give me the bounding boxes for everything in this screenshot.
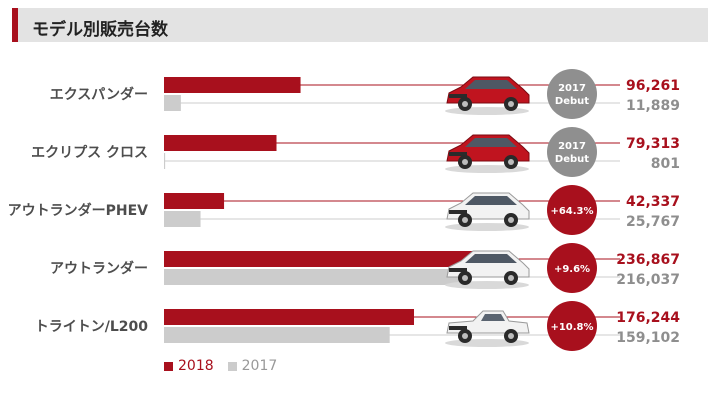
legend: 2018 2017 [164,358,277,374]
change-badge [547,185,597,235]
legend-label-2018: 2018 [178,358,214,374]
value-label-2018: 79,313 [626,136,680,152]
category-label: エクリプス クロス [31,145,148,161]
bar-2017 [164,327,390,343]
car-hub-front [462,101,468,107]
bar-2018 [164,135,277,151]
bar-2017 [164,269,471,285]
car-grille [449,326,467,330]
badge-label: Debut [555,154,589,165]
value-label-2018: 236,867 [616,252,680,268]
car-grille [449,268,467,272]
value-label-2018: 42,337 [626,194,680,210]
bar-2017 [164,95,181,111]
change-badge [547,243,597,293]
legend-swatch-2018 [164,361,173,371]
category-label: トライトン/L200 [35,319,149,335]
badge-label: 2017 [558,83,586,94]
car-grille [449,152,467,156]
legend-label-2017: 2017 [241,358,278,374]
car-hub-front [462,217,468,223]
car-window [465,196,517,205]
pickup-white-icon [445,310,530,347]
bar-2018 [164,193,225,209]
value-label-2017: 159,102 [616,330,680,346]
category-label: アウトランダーPHEV [8,202,149,219]
change-badge [547,301,597,351]
bar-2018 [164,251,500,267]
category-label: エクスパンダー [50,86,148,103]
bar-2018 [164,77,301,93]
badge-label: +9.6% [554,264,590,275]
suv-red-icon [445,76,530,115]
car-hub-rear [508,333,514,339]
value-label-2018: 176,244 [616,310,680,326]
badge-label: +10.8% [550,322,593,333]
car-hub-rear [508,275,514,281]
value-label-2017: 11,889 [626,98,680,114]
change-badge [547,69,597,119]
legend-item-2018: 2018 [164,358,214,374]
suv-white-icon [445,250,530,289]
car-hub-front [462,159,468,165]
value-label-2017: 801 [651,156,680,172]
category-label: アウトランダー [50,260,148,277]
badge-label: 2017 [558,141,586,152]
car-hub-front [462,275,468,281]
car-grille [449,210,467,214]
car-grille [449,94,467,98]
legend-swatch-2017 [227,361,237,371]
crossover-red-icon [445,134,530,173]
bar-2018 [164,309,415,325]
value-label-2017: 25,767 [626,214,680,230]
car-body [446,310,530,334]
car-window [465,138,517,147]
value-label-2018: 96,261 [626,78,680,94]
car-hub-front [462,333,468,339]
suv-white-icon [445,192,530,231]
bar-2017 [164,153,166,169]
change-badge [547,127,597,177]
car-window [481,314,505,321]
car-window [465,80,517,89]
car-hub-rear [508,217,514,223]
bar-2017 [164,211,201,227]
legend-item-2017: 2017 [227,358,278,374]
badge-label: Debut [555,96,589,107]
car-window [465,254,517,263]
page-title: モデル別販売台数 [32,20,168,40]
value-label-2017: 216,037 [616,272,680,288]
car-hub-rear [508,101,514,107]
badge-label: +64.3% [550,206,593,217]
title-bar: モデル別販売台数 [12,8,708,42]
car-hub-rear [508,159,514,165]
